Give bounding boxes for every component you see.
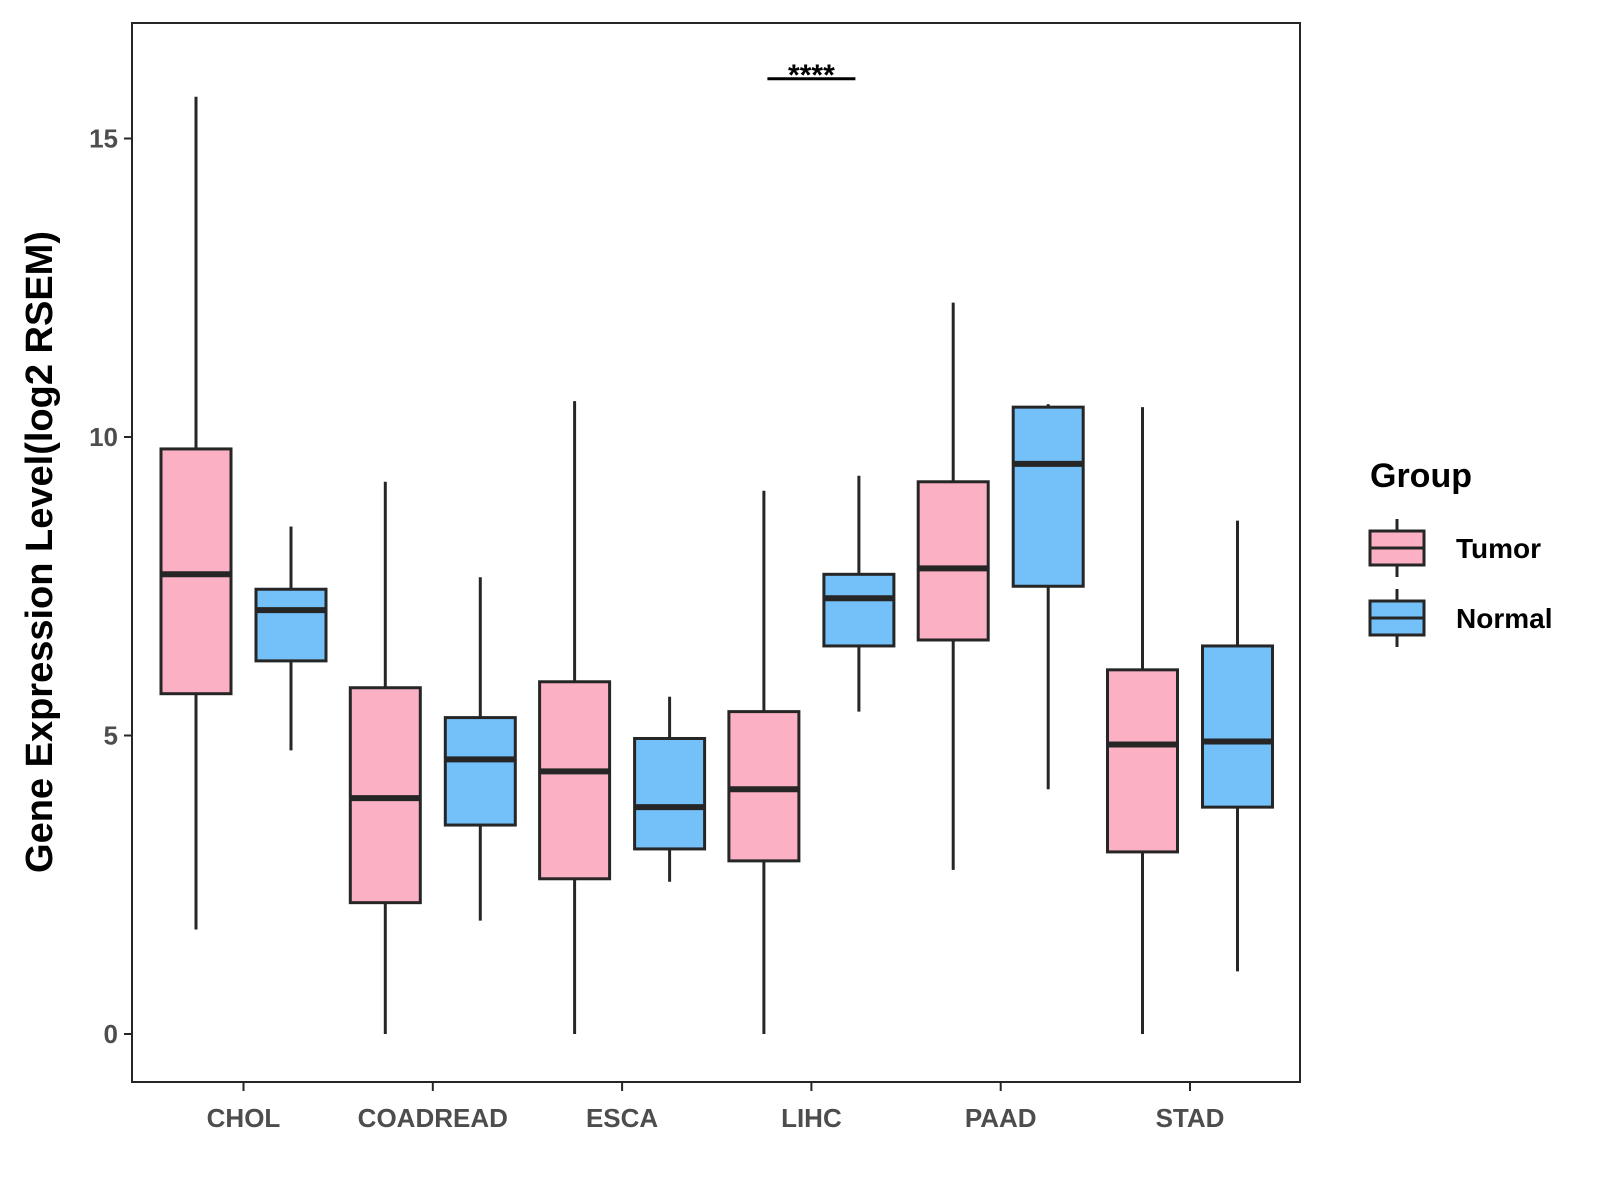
x-tick-label-coadread: COADREAD [358, 1103, 508, 1133]
box-normal-paad [1011, 404, 1085, 790]
box-iqr [1011, 405, 1085, 588]
box-normal-stad [1201, 520, 1274, 972]
annotations: **** [767, 59, 856, 92]
x-tick-label-stad: STAD [1156, 1103, 1225, 1133]
box-normal-chol [254, 526, 328, 751]
legend-item-tumor: Tumor [1368, 519, 1541, 577]
legend-label-tumor: Tumor [1456, 533, 1541, 564]
box-iqr [916, 480, 990, 642]
legend-label-normal: Normal [1456, 603, 1552, 634]
box-normal-coadread [443, 577, 517, 921]
legend-title: Group [1370, 457, 1472, 495]
box-normal-esca [633, 696, 707, 882]
box-iqr [443, 716, 517, 827]
y-tick-label: 10 [89, 422, 118, 452]
box-iqr [1201, 644, 1274, 809]
box-iqr [1106, 668, 1179, 854]
box-tumor-lihc [727, 490, 801, 1034]
y-tick-label: 5 [104, 721, 118, 751]
box-tumor-chol [159, 96, 233, 930]
box-tumor-paad [916, 302, 990, 870]
panel-border [131, 22, 1301, 1083]
box-tumor-esca [538, 401, 612, 1034]
box-iqr [254, 587, 328, 663]
legend-item-normal: Normal [1368, 589, 1552, 647]
y-tick-label: 15 [89, 124, 118, 154]
x-tick-label-paad: PAAD [965, 1103, 1037, 1133]
box-tumor-coadread [348, 481, 422, 1034]
significance-label: **** [788, 59, 835, 92]
box-tumor-stad [1106, 407, 1179, 1034]
x-tick-label-chol: CHOL [207, 1103, 281, 1133]
y-axis-title: Gene Expression Level(log2 RSEM) [19, 231, 61, 873]
box-normal-lihc [822, 475, 896, 712]
box-iqr [538, 680, 612, 881]
box-iqr [633, 736, 707, 851]
box-iqr [822, 572, 896, 648]
y-axis: 0 5 10 15 [89, 124, 132, 1049]
boxes [159, 96, 1274, 1034]
x-tick-label-esca: ESCA [586, 1103, 658, 1133]
x-axis: CHOL COADREAD ESCA LIHC PAAD STAD [207, 1082, 1225, 1133]
legend: Group Tumor Normal [1368, 457, 1552, 647]
x-tick-label-lihc: LIHC [781, 1103, 842, 1133]
y-tick-label: 0 [104, 1019, 118, 1049]
